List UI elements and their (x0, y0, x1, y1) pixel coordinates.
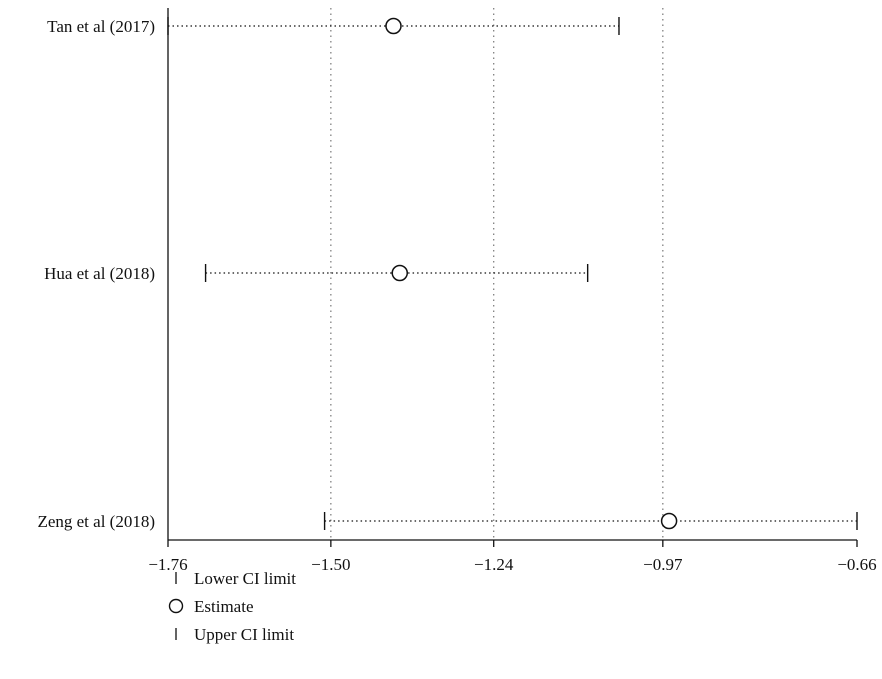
legend-label: Estimate (194, 597, 253, 616)
x-tick-label: −1.50 (311, 555, 350, 574)
estimate-point (660, 512, 678, 530)
study-label: Tan et al (2017) (47, 17, 155, 36)
study-label: Zeng et al (2018) (37, 512, 155, 531)
x-tick-label: −1.24 (474, 555, 514, 574)
estimate-point (385, 17, 402, 35)
estimate-point (391, 264, 409, 282)
x-tick-label: −0.97 (643, 555, 683, 574)
legend-label: Lower CI limit (194, 569, 296, 588)
legend-estimate-marker (168, 598, 184, 614)
x-tick-label: −1.76 (148, 555, 187, 574)
legend-label: Upper CI limit (194, 625, 294, 644)
x-tick-label: −0.66 (837, 555, 876, 574)
study-label: Hua et al (2018) (44, 264, 155, 283)
